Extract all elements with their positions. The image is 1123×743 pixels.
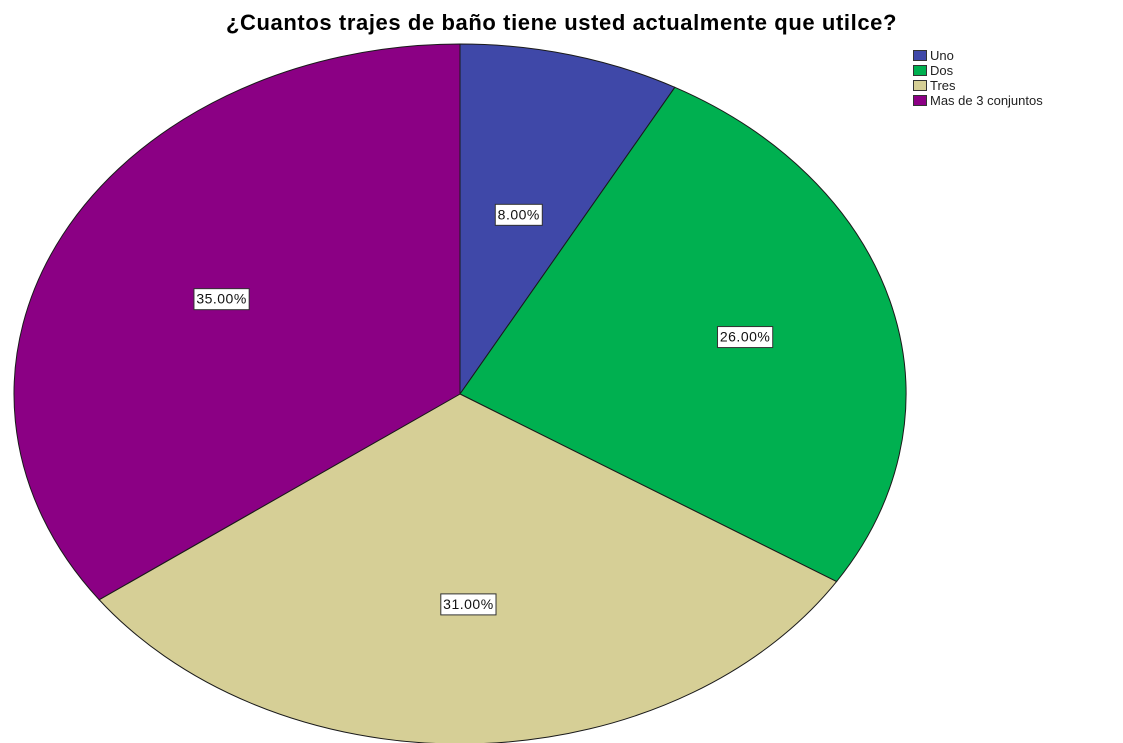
legend-entry: Mas de 3 conjuntos [913, 93, 1043, 108]
slice-label-text: 8.00% [498, 206, 540, 222]
slice-label: 26.00% [717, 326, 774, 349]
legend-swatch [913, 65, 927, 76]
legend-label: Dos [930, 63, 954, 78]
legend: Uno Dos Tres Mas de 3 conjuntos [913, 48, 1043, 108]
slice-label-text: 26.00% [720, 329, 770, 345]
pie-slice-dos [459, 86, 907, 583]
legend-label: Tres [930, 78, 956, 93]
slice-label: 35.00% [193, 288, 250, 311]
legend-swatch [913, 95, 927, 106]
legend-swatch [913, 50, 927, 61]
pie-slice-uno [459, 43, 676, 396]
chart-title: ¿Cuantos trajes de baño tiene usted actu… [225, 10, 898, 35]
slice-label-text: 31.00% [443, 596, 493, 612]
slice-label-box [717, 326, 774, 349]
legend-label: Uno [930, 48, 954, 63]
slice-label-text: 35.00% [196, 291, 246, 307]
slice-label-box [440, 593, 497, 616]
legend-entry: Dos [913, 63, 1043, 78]
legend-label: Mas de 3 conjuntos [930, 93, 1043, 108]
slice-label: 8.00% [494, 203, 543, 226]
pie-slice-tres [98, 393, 838, 743]
pie-slices [13, 43, 907, 743]
slice-labels: 8.00% 26.00% 31.00% 35.00% [193, 203, 774, 616]
legend-entry: Tres [913, 78, 1043, 93]
legend-swatch [913, 80, 927, 91]
slice-label-box [193, 288, 250, 311]
pie-slice-mas-de-3-conjuntos [13, 43, 461, 601]
slice-label: 31.00% [440, 593, 497, 616]
slice-label-box [494, 203, 543, 226]
legend-entry: Uno [913, 48, 1043, 63]
